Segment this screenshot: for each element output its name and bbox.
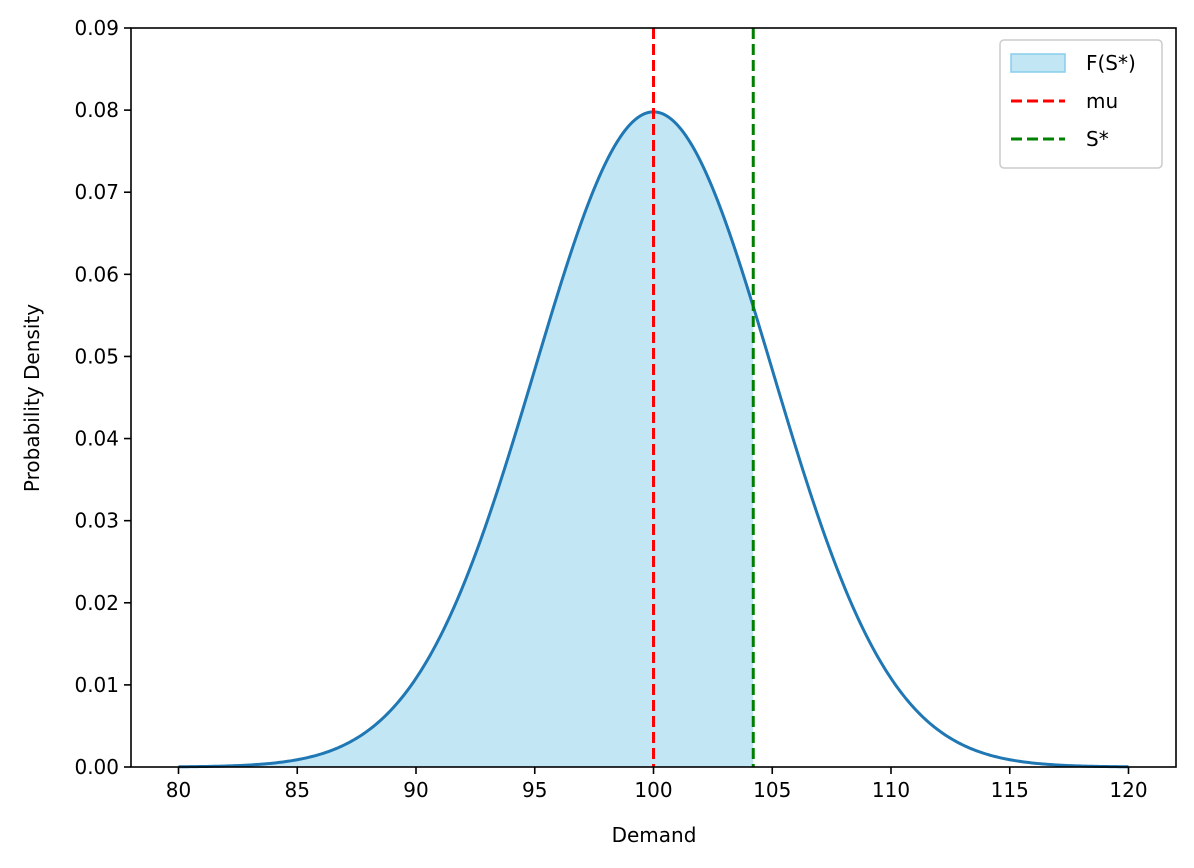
legend-label-s: S* [1086, 127, 1109, 151]
x-tick-label: 85 [285, 778, 310, 802]
y-tick-label: 0.08 [74, 98, 119, 122]
legend-label-f-s: F(S*) [1086, 51, 1136, 75]
y-tick-label: 0.03 [74, 509, 119, 533]
x-tick-label: 80 [166, 778, 191, 802]
plot-area [178, 28, 1129, 769]
y-tick-label: 0.00 [74, 755, 119, 779]
series-fill-area [178, 111, 754, 768]
y-tick-label: 0.09 [74, 16, 119, 40]
x-axis-label: Demand [612, 823, 697, 847]
x-tick-label: 90 [403, 778, 428, 802]
y-tick-label: 0.06 [74, 262, 119, 286]
legend-swatch-f-s [1010, 53, 1066, 73]
x-tick-label: 100 [634, 778, 672, 802]
x-tick-label: 95 [522, 778, 547, 802]
y-tick-label: 0.01 [74, 673, 119, 697]
x-tick-label: 120 [1109, 778, 1147, 802]
x-tick-label: 105 [753, 778, 791, 802]
y-tick-label: 0.07 [74, 180, 119, 204]
x-tick-label: 110 [872, 778, 910, 802]
y-axis-label: Probability Density [20, 304, 44, 492]
x-tick-label: 115 [991, 778, 1029, 802]
y-tick-label: 0.05 [74, 344, 119, 368]
axes: 80 85 90 95 100 105 110 115 120 0.00 0.01 0.02 0.03 0… [74, 16, 1177, 802]
y-tick-label: 0.02 [74, 591, 119, 615]
legend-label-mu: mu [1086, 89, 1118, 113]
y-tick-label: 0.04 [74, 427, 119, 451]
legend: F(S*) mu S* [999, 39, 1163, 169]
